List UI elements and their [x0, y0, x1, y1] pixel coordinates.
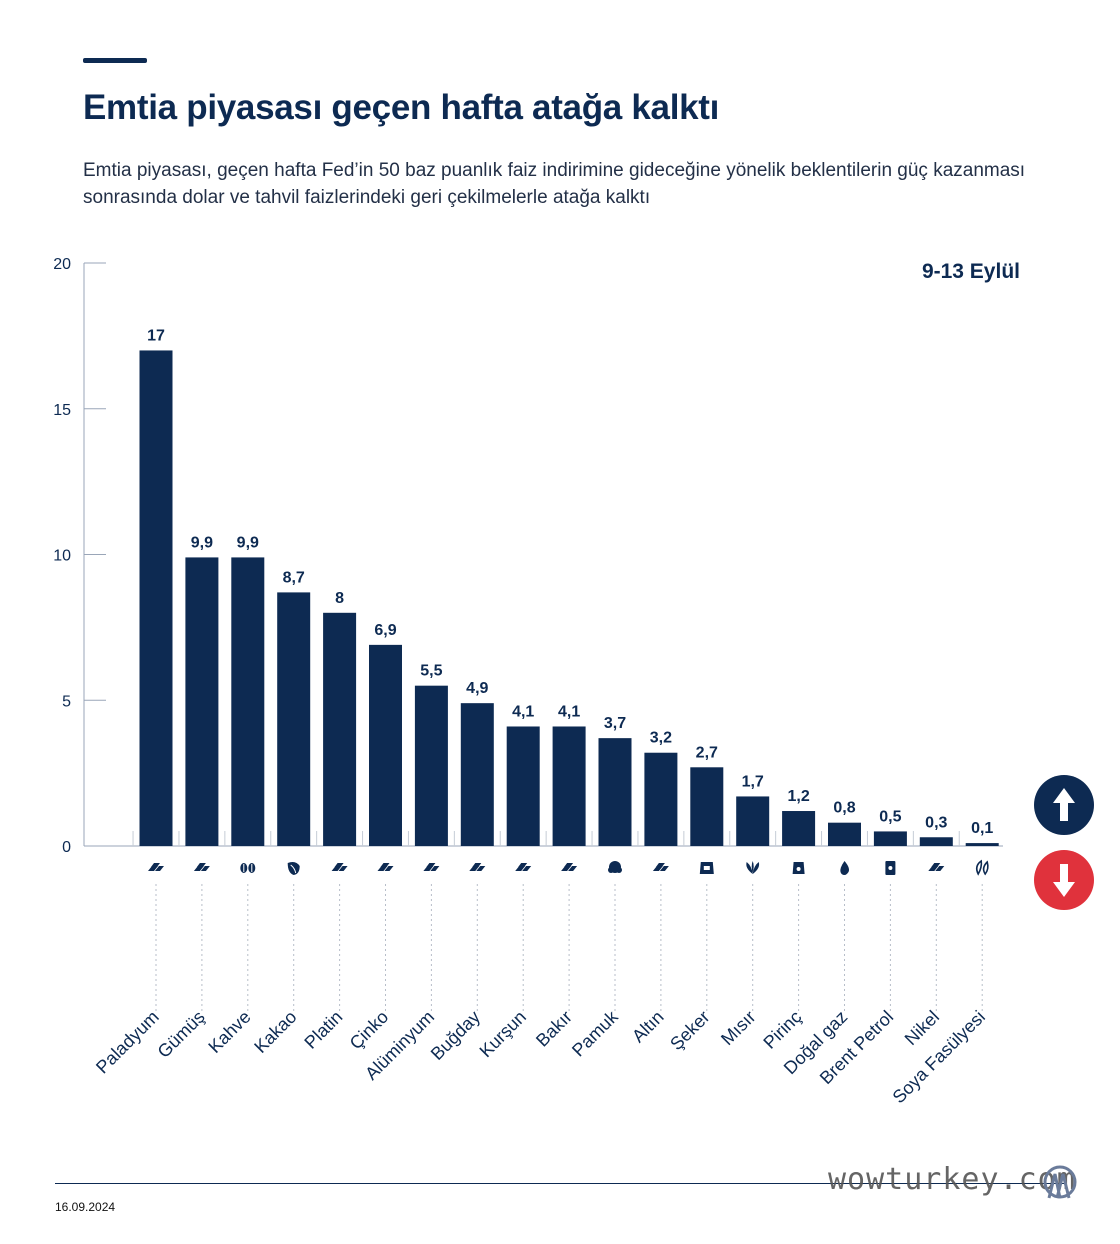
metal-bars-icon	[652, 863, 669, 871]
bar	[690, 767, 724, 846]
x-tick-label: Buğday	[427, 1007, 484, 1064]
bar	[277, 592, 311, 846]
period-label: 9-13 Eylül	[922, 260, 1020, 283]
data-label: 8,7	[283, 569, 305, 586]
bar	[552, 726, 586, 846]
title-accent-bar	[83, 58, 147, 63]
arrow-down-icon	[1034, 850, 1094, 910]
data-label: 9,9	[237, 534, 259, 551]
metal-bars-icon	[331, 863, 348, 871]
footer-divider	[55, 1183, 1065, 1184]
metal-bars-icon	[561, 863, 578, 871]
y-tick-label: 15	[53, 402, 71, 419]
oil-barrel-icon	[885, 861, 896, 875]
x-tick-label: Pamuk	[568, 1006, 622, 1060]
bar	[460, 703, 494, 846]
footer-date: 16.09.2024	[55, 1200, 116, 1214]
sugar-sack-icon	[699, 862, 714, 874]
data-label: 5,5	[420, 663, 442, 680]
data-label: 1,7	[742, 773, 764, 790]
chart-title: Emtia piyasası geçen hafta atağa kalktı	[83, 88, 720, 127]
x-tick-label: Kurşun	[476, 1007, 530, 1061]
data-label: 0,5	[879, 808, 901, 825]
x-tick-label: Nikel	[901, 1007, 943, 1049]
data-label: 0,1	[971, 820, 993, 837]
arrow-up-icon	[1034, 775, 1094, 835]
y-tick-label: 10	[53, 548, 71, 565]
x-tick-label: Platin	[300, 1007, 346, 1053]
bar	[782, 811, 816, 846]
data-label: 0,8	[833, 800, 855, 817]
watermark: wowturkey.com	[828, 1162, 1076, 1197]
corn-leaf-icon	[746, 861, 760, 874]
metal-bars-icon	[148, 863, 164, 871]
bar	[231, 557, 265, 846]
metal-bars-icon	[377, 863, 394, 871]
data-label: 9,9	[191, 534, 213, 551]
bar	[873, 831, 907, 846]
data-label: 17	[147, 327, 165, 344]
data-label: 1,2	[787, 788, 809, 805]
bar	[185, 557, 219, 846]
bar	[139, 350, 173, 846]
metal-bars-icon	[928, 863, 945, 871]
chart-subtitle: Emtia piyasası, geçen hafta Fed’in 50 ba…	[83, 160, 1026, 208]
bar	[644, 752, 678, 846]
metal-bars-icon	[423, 863, 440, 871]
bar	[828, 822, 861, 846]
x-tick-label: Kahve	[204, 1007, 254, 1057]
metal-bars-icon	[193, 863, 210, 871]
x-tick-label: Gümüş	[154, 1007, 209, 1062]
data-label: 3,2	[650, 730, 672, 747]
data-label: 4,9	[466, 680, 488, 697]
metal-bars-icon	[469, 863, 486, 871]
y-tick-label: 0	[62, 839, 71, 856]
bar	[369, 644, 402, 846]
data-label: 4,1	[558, 703, 580, 720]
metal-bars-icon	[515, 863, 532, 871]
bar	[414, 685, 448, 846]
x-tick-label: Şeker	[666, 1007, 713, 1054]
aa-logo-icon	[1040, 1164, 1080, 1205]
data-label: 0,3	[925, 814, 947, 831]
y-tick-label: 20	[53, 256, 71, 273]
rice-sack-icon	[792, 862, 805, 874]
bar	[965, 843, 999, 846]
data-label: 4,1	[512, 703, 534, 720]
bar	[506, 726, 540, 846]
gas-flame-icon	[840, 861, 849, 875]
x-tick-label: Mısır	[717, 1007, 759, 1049]
data-label: 2,7	[696, 744, 718, 761]
data-label: 8	[335, 590, 344, 607]
soybean-icon	[975, 859, 989, 876]
cocoa-pod-icon	[287, 862, 300, 875]
data-label: 3,7	[604, 715, 626, 732]
bar	[323, 612, 357, 846]
bar	[919, 837, 953, 846]
cotton-icon	[608, 861, 622, 873]
data-label: 6,9	[374, 622, 396, 639]
x-tick-label: Altın	[628, 1007, 668, 1047]
y-tick-label: 5	[62, 693, 71, 710]
coffee-beans-icon	[240, 863, 256, 873]
bar	[598, 738, 632, 846]
bar	[736, 796, 770, 846]
x-tick-label: Kakao	[250, 1007, 300, 1057]
x-tick-label: Paladyum	[92, 1007, 163, 1078]
